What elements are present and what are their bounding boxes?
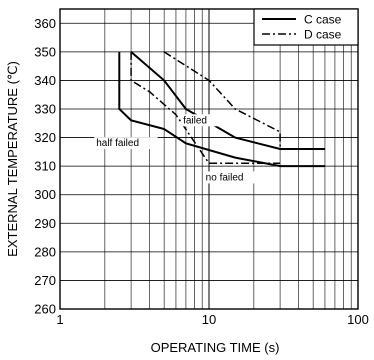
y-tick-label: 320 bbox=[34, 130, 56, 145]
y-tick-label: 290 bbox=[34, 216, 56, 231]
x-tick-label: 100 bbox=[347, 312, 369, 327]
annotation-label: half failed bbox=[96, 138, 139, 149]
y-tick-label: 280 bbox=[34, 244, 56, 259]
legend-entry: D case bbox=[304, 28, 342, 42]
y-tick-label: 300 bbox=[34, 187, 56, 202]
series-line-d-case-3 bbox=[163, 51, 281, 149]
y-tick-labels: 260 270 280 290 300 310 320 330 340 350 360 bbox=[34, 16, 56, 317]
plot-frame bbox=[59, 8, 359, 310]
y-tick-label: 270 bbox=[34, 273, 56, 288]
legend-box bbox=[253, 8, 359, 46]
x-tick-labels: 1 10 100 bbox=[56, 312, 368, 327]
annotation-background bbox=[203, 171, 257, 184]
annotation-background bbox=[181, 114, 218, 127]
x-tick-label: 10 bbox=[202, 312, 216, 327]
series-line-d-case-2 bbox=[130, 51, 281, 165]
y-axis-title: EXTERNAL TEMPERATURE (℃) bbox=[5, 61, 20, 257]
annotation-label: no failed bbox=[206, 172, 244, 183]
y-tick-label: 330 bbox=[34, 102, 56, 117]
y-tick-label: 360 bbox=[34, 16, 56, 31]
gridlines bbox=[60, 9, 358, 310]
series-line-c-case-0 bbox=[118, 51, 325, 168]
legend-entry: C case bbox=[304, 13, 342, 27]
y-tick-label: 350 bbox=[34, 44, 56, 59]
y-tick-label: 340 bbox=[34, 73, 56, 88]
x-tick-label: 1 bbox=[56, 312, 63, 327]
annotations: failed half failed no failed bbox=[94, 114, 257, 184]
y-tick-label: 310 bbox=[34, 159, 56, 174]
annotation-background bbox=[94, 137, 158, 150]
x-axis-title: OPERATING TIME (s) bbox=[151, 340, 280, 355]
y-tick-label: 260 bbox=[34, 302, 56, 317]
annotation-label: failed bbox=[183, 115, 207, 126]
